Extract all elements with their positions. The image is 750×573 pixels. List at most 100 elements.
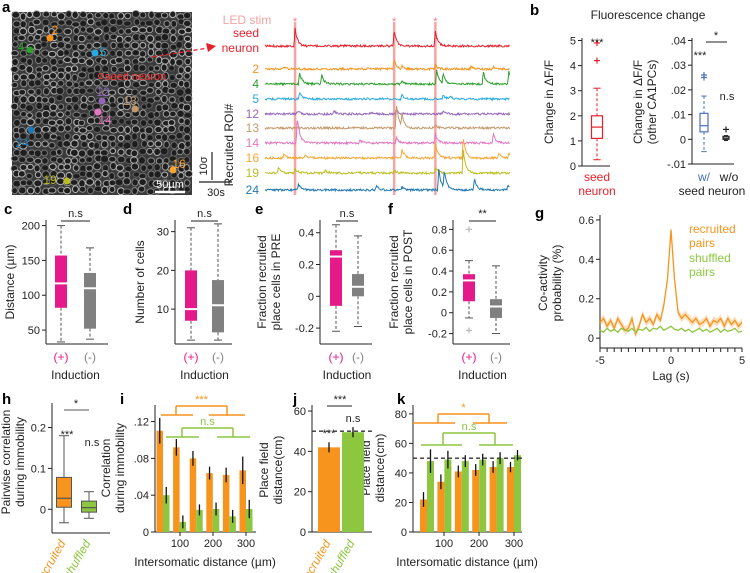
cell-soma <box>101 170 109 178</box>
cell-soma <box>161 57 170 65</box>
y-tick-label: .04 <box>671 35 686 47</box>
group-label: w/ <box>697 170 711 184</box>
cell-soma <box>101 185 109 194</box>
cell-soma <box>85 156 94 163</box>
y-axis-label: Fraction recruited <box>255 235 269 328</box>
y-axis-label: place cells in PRE <box>269 234 283 331</box>
y-tick-label: 0.4 <box>579 254 594 266</box>
cell-soma <box>79 50 87 57</box>
stim-marker: * <box>433 16 438 28</box>
y-axis-label: distance(cm) <box>373 434 387 503</box>
cell-soma <box>123 20 132 27</box>
cell-soma <box>12 73 20 82</box>
trace-label: 12 <box>246 107 260 121</box>
cell-soma <box>154 140 163 148</box>
cell-soma <box>34 55 43 65</box>
cell-soma <box>56 12 66 21</box>
cell-soma <box>47 119 57 127</box>
bar <box>246 508 253 532</box>
y-tick-label: 0.8 <box>432 224 447 236</box>
cell-soma <box>27 88 36 95</box>
y-tick-label: 50 <box>28 325 40 337</box>
cell-soma <box>55 27 64 35</box>
cell-soma <box>49 125 58 134</box>
y-axis-label: (other CA1PCs) <box>645 60 659 145</box>
y-tick-label: .12 <box>134 417 149 429</box>
cell-soma <box>56 41 66 49</box>
cell-soma <box>117 28 125 35</box>
trace-label: seed <box>233 26 259 40</box>
cell-soma <box>122 188 132 195</box>
comparison-label: *** <box>334 394 348 406</box>
cell-soma <box>110 65 118 73</box>
trace-line <box>264 120 510 146</box>
cell-soma <box>155 88 162 96</box>
cell-soma <box>147 71 156 79</box>
trace-label: 19 <box>246 166 260 180</box>
cell-soma <box>177 34 185 42</box>
cell-soma <box>153 147 162 157</box>
bar <box>444 459 452 532</box>
cell-soma <box>26 163 34 171</box>
trace-line <box>265 59 510 72</box>
cell-soma <box>10 65 19 73</box>
cell-soma <box>41 109 51 119</box>
cell-soma <box>11 81 19 89</box>
cell-soma <box>19 148 28 157</box>
cell-soma <box>183 185 191 193</box>
roi-label: 16 <box>172 157 186 171</box>
cell-soma <box>85 42 93 50</box>
x-tick-label: 100 <box>171 538 189 550</box>
roi-label: 2 <box>52 23 59 37</box>
x-axis-label: Induction <box>51 368 100 382</box>
significance-label: n.s <box>85 437 100 449</box>
cell-soma <box>42 10 51 18</box>
cell-soma <box>57 58 64 66</box>
cell-soma <box>41 170 50 179</box>
cell-soma <box>79 133 88 142</box>
panel-label: g <box>535 205 544 222</box>
trace-line <box>264 92 510 102</box>
cell-soma <box>85 170 94 179</box>
cell-soma <box>80 112 89 119</box>
y-axis-label: Place field <box>257 442 271 497</box>
cell-soma <box>138 50 147 58</box>
seed-neuron-label: seed neuron <box>105 71 166 83</box>
cell-soma <box>183 35 192 42</box>
cell-soma <box>41 96 49 104</box>
trace-line <box>264 27 511 49</box>
legend-label: recruited <box>689 222 736 236</box>
cell-soma <box>138 147 147 156</box>
bar <box>196 509 203 532</box>
cell-soma <box>101 125 111 132</box>
cell-soma <box>71 65 79 73</box>
y-axis-label: Co-activity <box>536 255 550 311</box>
y-axis-label: probability (%) <box>550 245 564 322</box>
cell-soma <box>101 79 110 87</box>
cell-soma <box>72 111 81 118</box>
cell-soma <box>139 109 147 118</box>
cell-soma <box>109 102 118 109</box>
cell-soma <box>145 102 153 109</box>
bar <box>479 459 487 532</box>
cell-soma <box>77 149 87 158</box>
bar <box>222 474 230 532</box>
cell-soma <box>64 110 72 117</box>
roi-marker <box>98 97 106 105</box>
cell-soma <box>47 187 57 194</box>
stim-label: LED stim <box>223 13 272 27</box>
cell-soma <box>161 47 169 57</box>
cell-soma <box>184 94 193 103</box>
bar <box>461 461 469 532</box>
cell-soma <box>122 102 131 111</box>
stim-marker: * <box>392 16 397 28</box>
box <box>352 274 364 297</box>
cell-soma <box>93 141 100 150</box>
cell-soma <box>41 140 49 148</box>
cell-soma <box>116 109 125 118</box>
cell-soma <box>85 34 93 41</box>
cell-soma <box>33 149 42 158</box>
cell-soma <box>110 41 117 50</box>
bar <box>212 508 220 532</box>
x-tick-label: 5 <box>739 355 745 367</box>
